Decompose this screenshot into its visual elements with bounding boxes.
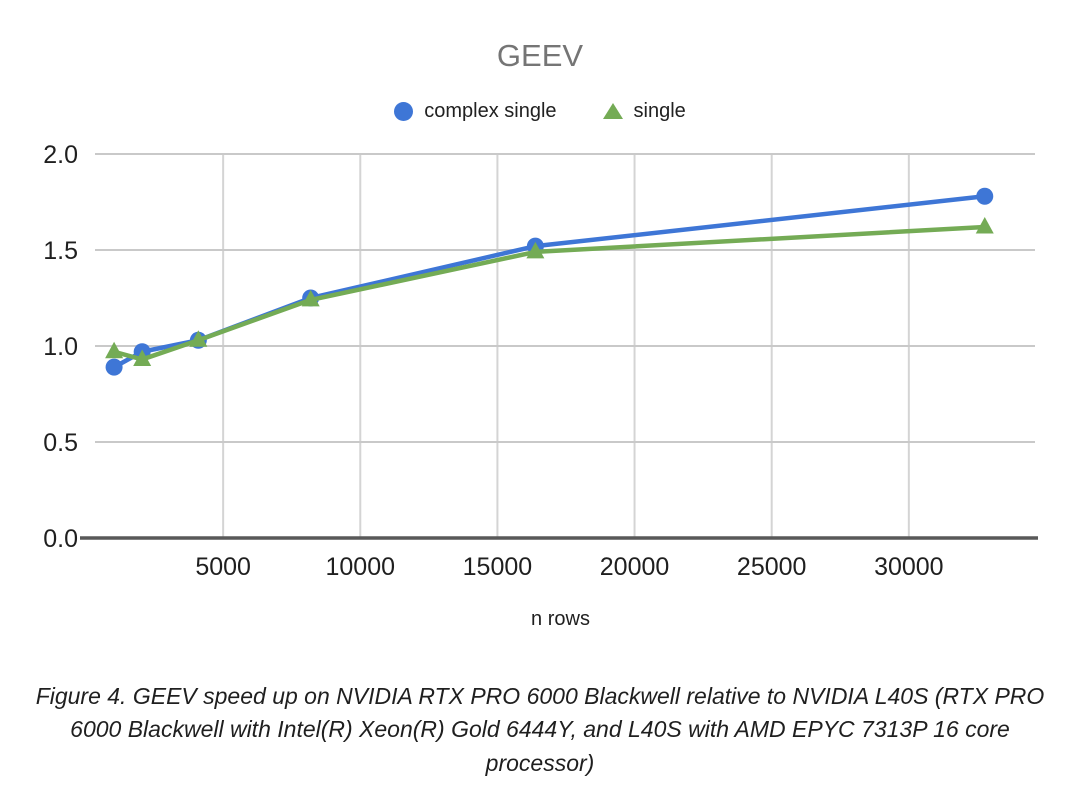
y-tick-label: 0.0 (43, 525, 78, 553)
y-tick-label: 1.0 (43, 333, 78, 361)
legend-item-complex-single: complex single (394, 99, 557, 123)
data-point-triangle (975, 216, 994, 234)
data-point-triangle (105, 341, 124, 359)
figure-page: GEEV complex single single 5000 10000 1500… (0, 40, 1080, 801)
y-tick-label: 0.5 (43, 429, 78, 457)
legend-label-single: single (633, 99, 686, 122)
x-tick-label: 10000 (326, 553, 396, 581)
x-tick-label: 20000 (600, 553, 670, 581)
x-tick-label: 30000 (874, 553, 944, 581)
data-point-triangle (133, 349, 152, 366)
x-tick-label: 15000 (463, 553, 533, 581)
data-point-circle (105, 358, 123, 376)
line-chart-plot-area: 5000 10000 15000 20000 25000 30000 0.0 0.5 1.0 1.… (43, 141, 1038, 630)
legend-label-complex-single: complex single (424, 99, 557, 122)
y-tick-label: 1.5 (43, 237, 78, 265)
data-point-triangle (301, 289, 320, 307)
circle-marker-icon (394, 101, 414, 121)
x-tick-label: 25000 (737, 553, 807, 581)
chart-legend: complex single single (0, 99, 1080, 123)
data-point-circle (976, 187, 994, 205)
series-line-0 (111, 193, 988, 370)
y-tick-label: 2.0 (43, 141, 78, 169)
legend-item-single: single (602, 99, 686, 123)
data-point-triangle (189, 330, 208, 347)
triangle-marker-icon (602, 103, 623, 119)
figure-caption: Figure 4. GEEV speed up on NVIDIA RTX PR… (35, 683, 1045, 776)
x-tick-label: 5000 (195, 553, 251, 581)
x-axis-title: n rows (531, 608, 590, 630)
data-point-triangle (526, 241, 545, 259)
chart-title: GEEV (496, 38, 584, 73)
